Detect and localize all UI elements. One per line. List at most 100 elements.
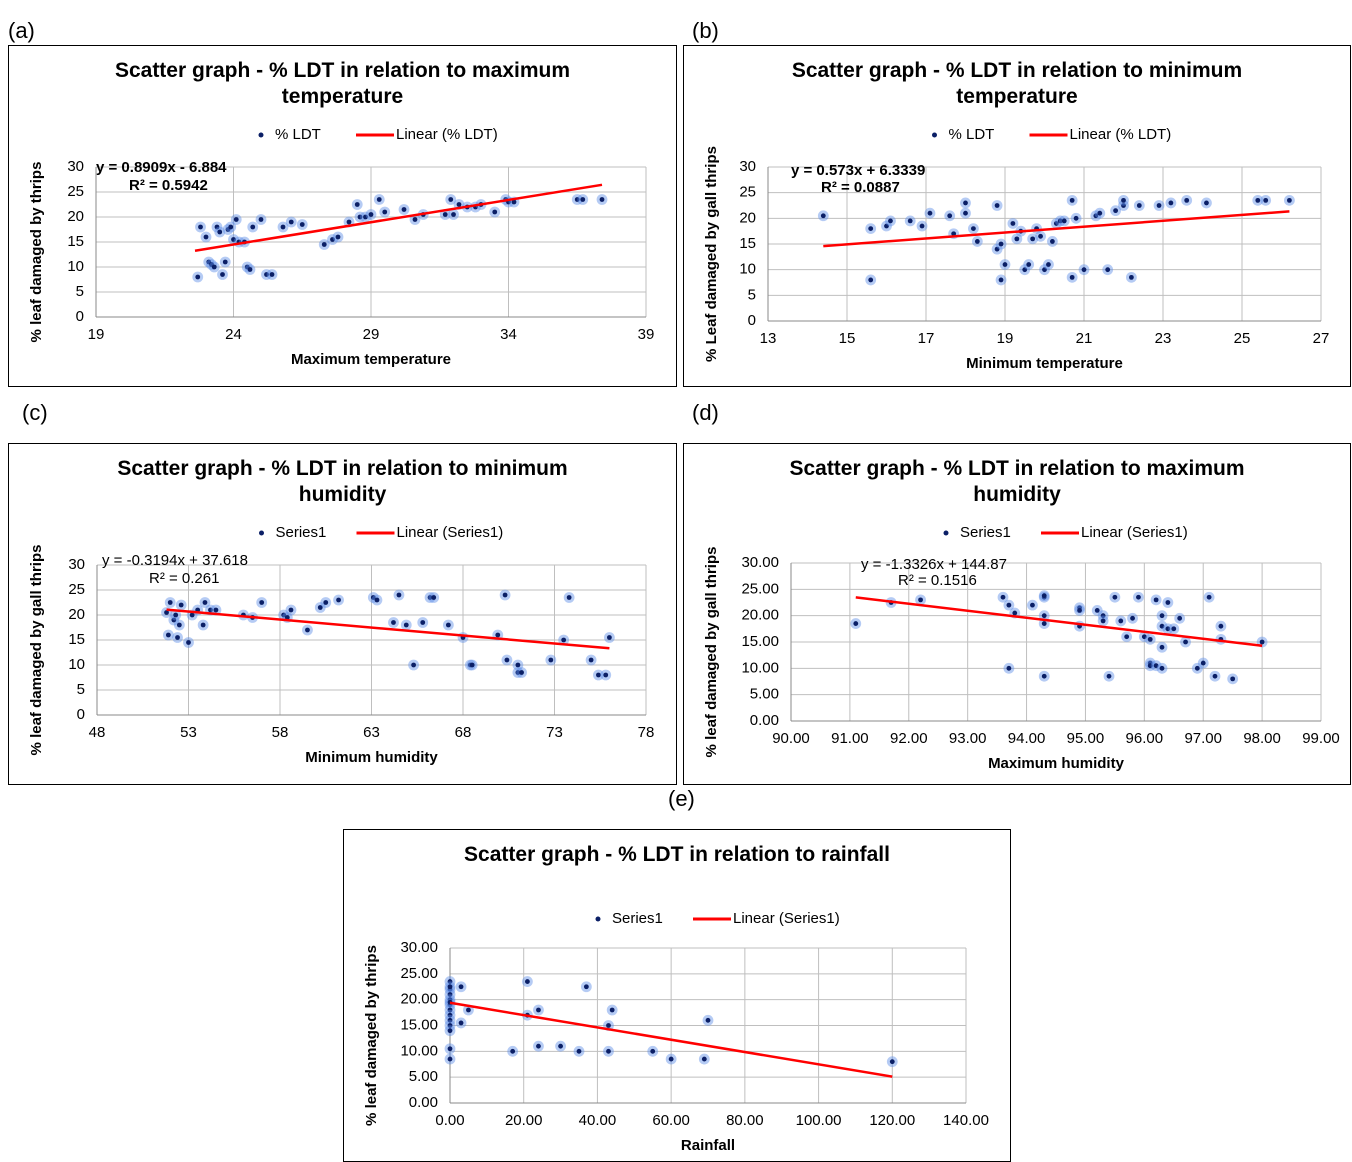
data-point — [217, 269, 228, 280]
data-point — [580, 981, 592, 993]
data-point — [463, 1004, 474, 1016]
trendline-equation: R² = 0.261 — [149, 570, 219, 587]
y-tick-label: 15 — [739, 235, 756, 252]
data-point — [991, 243, 1003, 255]
data-point — [255, 214, 267, 225]
data-point — [1097, 610, 1109, 622]
chart-title: Scatter graph - % LDT in relation to max… — [789, 457, 1245, 506]
data-point — [1038, 618, 1050, 629]
data-point — [228, 234, 239, 245]
data-point — [1181, 194, 1193, 206]
data-point — [170, 609, 182, 621]
data-point — [444, 1053, 456, 1065]
data-point — [1039, 264, 1050, 276]
data-point — [1110, 205, 1122, 217]
data-point — [1019, 264, 1031, 276]
data-point — [444, 1025, 456, 1037]
data-point — [1027, 233, 1039, 245]
data-point — [225, 221, 237, 233]
legend-swatch — [258, 132, 264, 138]
data-point — [1007, 218, 1019, 229]
legend-label: Linear (% LDT) — [1070, 126, 1172, 143]
chart: 0 5 10 15 20 25 30 48 53 58 63 68 73 78 Minimum humidi… — [28, 524, 654, 766]
data-point — [445, 194, 457, 205]
data-point — [197, 619, 209, 631]
data-point — [398, 204, 410, 215]
y-tick-label: 20 — [68, 606, 85, 623]
data-point — [408, 659, 419, 671]
x-axis-label: Minimum temperature — [966, 355, 1123, 372]
data-point — [455, 981, 467, 993]
data-point — [417, 617, 429, 628]
data-point — [164, 597, 176, 608]
x-tick-label: 120.00 — [869, 1112, 915, 1129]
data-point — [211, 221, 223, 233]
data-point — [577, 194, 589, 205]
data-point — [1058, 215, 1070, 227]
y-tick-label: 10 — [68, 656, 85, 673]
data-point — [501, 654, 513, 666]
legend-label: Linear (% LDT) — [396, 126, 498, 143]
data-point — [702, 1014, 714, 1026]
x-tick-label: 53 — [180, 724, 197, 741]
data-point — [1197, 657, 1209, 669]
y-tick-label: 15.00 — [400, 1016, 438, 1033]
data-point — [1011, 233, 1023, 245]
data-point — [1165, 197, 1177, 209]
data-point — [444, 1043, 456, 1055]
data-point — [1127, 612, 1138, 624]
legend-label: Linear (Series1) — [397, 524, 504, 541]
data-point — [817, 210, 829, 222]
data-point — [1078, 264, 1090, 276]
data-point — [915, 594, 926, 606]
data-point — [1070, 212, 1082, 224]
x-tick-label: 90.00 — [772, 730, 810, 747]
data-point — [1209, 670, 1221, 682]
data-point — [444, 976, 456, 987]
x-tick-label: 140.00 — [943, 1112, 989, 1129]
data-point — [606, 1004, 618, 1016]
x-axis-label: Maximum temperature — [291, 351, 451, 368]
data-point — [444, 1020, 456, 1031]
y-tick-label: 0 — [76, 308, 84, 325]
y-tick-label: 30 — [739, 158, 756, 175]
y-tick-label: 10 — [67, 258, 84, 275]
data-point — [1050, 218, 1062, 229]
x-tick-label: 94.00 — [1008, 730, 1046, 747]
chart-title: Scatter graph - % LDT in relation to max… — [114, 59, 571, 108]
y-tick-label: 15 — [67, 233, 84, 250]
data-point — [444, 981, 456, 993]
x-tick-label: 63 — [363, 724, 380, 741]
data-point — [960, 197, 971, 209]
data-point — [230, 214, 242, 225]
data-point — [1138, 631, 1150, 643]
data-point — [1162, 623, 1174, 635]
data-point — [1118, 200, 1129, 211]
data-point — [199, 597, 211, 608]
data-point — [512, 659, 524, 671]
data-point — [365, 209, 377, 220]
data-point — [1121, 631, 1133, 643]
data-point — [600, 669, 612, 681]
y-tick-label: 5 — [748, 286, 756, 303]
x-tick-label: 97.00 — [1184, 730, 1222, 747]
data-point — [168, 614, 180, 626]
trendline-equation: R² = 0.1516 — [898, 572, 977, 589]
data-point — [261, 269, 272, 280]
legend-swatch — [932, 132, 937, 138]
chart: 0.00 5.00 10.00 15.00 20.00 25.00 30.00 0.00 20.… — [363, 910, 989, 1154]
data-point — [360, 211, 371, 223]
x-tick-label: 17 — [918, 330, 935, 347]
data-point — [698, 1053, 710, 1065]
panel-label: (a) — [8, 18, 35, 43]
data-point — [439, 209, 451, 220]
data-point — [647, 1045, 659, 1057]
data-point — [343, 216, 355, 228]
data-point — [1091, 605, 1103, 616]
trend-line — [823, 210, 1290, 248]
data-point — [1115, 615, 1127, 627]
chart: 0 5 10 15 20 25 30 13 15 17 19 21 23 25 27 Minimum temp… — [703, 126, 1329, 372]
data-point — [997, 591, 1009, 603]
data-point — [885, 215, 896, 227]
data-point — [444, 1014, 456, 1026]
